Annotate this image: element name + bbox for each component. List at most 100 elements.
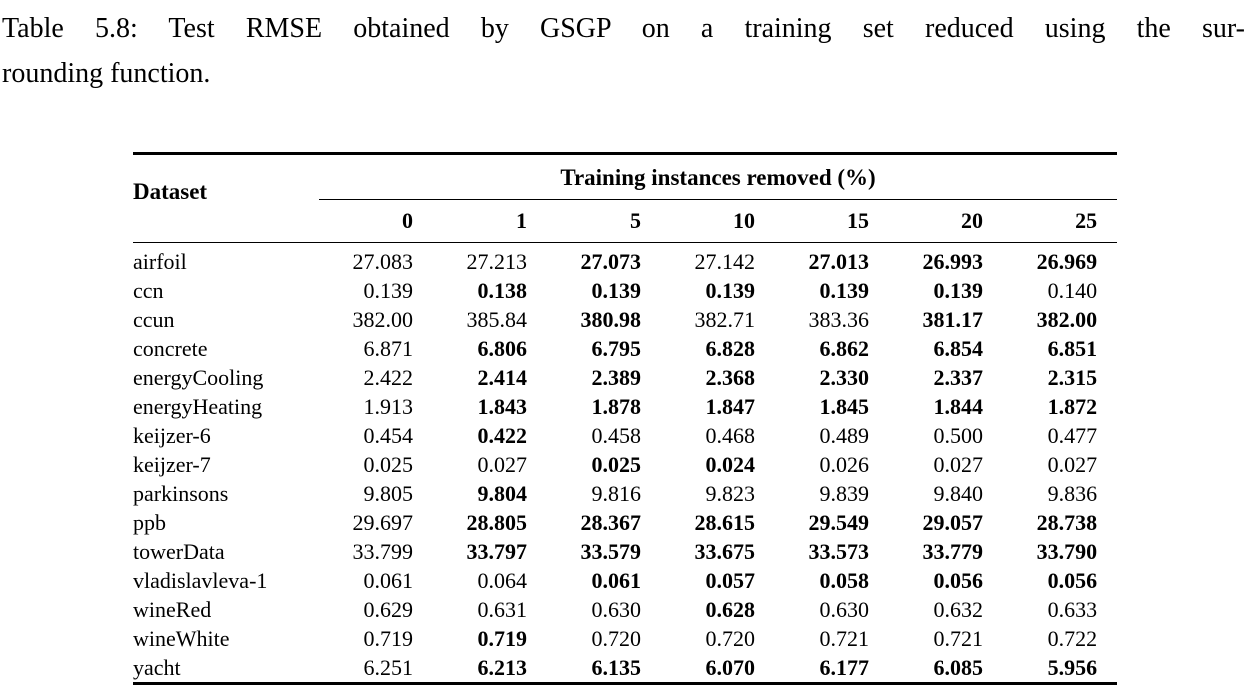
table-row: airfoil 27.083 27.213 27.073 27.142 27.013 26…	[133, 243, 1117, 277]
rmse-value: 2.414	[477, 364, 528, 390]
dataset-name: towerData	[133, 538, 225, 564]
table-row: energyCooling 2.422 2.414 2.389 2.368 2.330 2…	[133, 363, 1117, 392]
rmse-value: 0.477	[1047, 422, 1098, 448]
rmse-value: 28.367	[580, 509, 642, 535]
rmse-value: 6.806	[477, 335, 528, 361]
dataset-name: concrete	[133, 335, 208, 361]
rmse-value: 6.135	[591, 654, 642, 680]
rmse-value: 0.139	[819, 277, 870, 303]
percentage-header-row: 0 1 5 10 15 20 25	[133, 199, 1118, 243]
rmse-value: 0.024	[705, 451, 756, 477]
rmse-value: 385.84	[466, 306, 528, 332]
table-row: keijzer-7 0.025 0.027 0.025 0.024 0.026 0.027…	[133, 450, 1117, 479]
rmse-value: 1.847	[705, 393, 756, 419]
rmse-value: 27.142	[694, 248, 756, 274]
table-row: concrete 6.871 6.806 6.795 6.828 6.862 6.854 6…	[133, 334, 1117, 363]
dataset-name: wineRed	[133, 596, 212, 622]
rmse-value: 0.633	[1047, 596, 1098, 622]
rmse-value: 0.721	[819, 625, 870, 651]
col-header-10: 10	[661, 199, 775, 243]
rmse-value: 0.025	[363, 451, 414, 477]
caption-line-1: Table 5.8: Test RMSE obtained by GSGP on…	[2, 13, 1245, 44]
col-header-1: 1	[433, 199, 547, 243]
rmse-value: 26.969	[1036, 248, 1098, 274]
rmse-value: 9.840	[933, 480, 984, 506]
dataset-name: ccn	[133, 277, 164, 303]
table-row: parkinsons 9.805 9.804 9.816 9.823 9.839 9.84…	[133, 479, 1117, 508]
rmse-value: 6.085	[933, 654, 984, 680]
rmse-value: 27.213	[466, 248, 528, 274]
rmse-value: 29.697	[352, 509, 414, 535]
group-header-row: Dataset Training instances removed (%)	[133, 153, 1118, 243]
rmse-value: 29.057	[922, 509, 984, 535]
rmse-value: 29.549	[808, 509, 870, 535]
rmse-value: 1.878	[591, 393, 642, 419]
rmse-value: 2.315	[1047, 364, 1098, 390]
rmse-value: 0.026	[819, 451, 870, 477]
table-row: ppb 29.697 28.805 28.367 28.615 29.549 29.057…	[133, 508, 1117, 537]
table-row: towerData 33.799 33.797 33.579 33.675 33.573…	[133, 537, 1117, 566]
rmse-value: 0.500	[933, 422, 984, 448]
rmse-value: 6.854	[933, 335, 984, 361]
rmse-value: 0.719	[477, 625, 528, 651]
rmse-value: 0.056	[933, 567, 984, 593]
rmse-value: 0.027	[1047, 451, 1098, 477]
rmse-value: 6.213	[477, 654, 528, 680]
rmse-value: 0.458	[591, 422, 642, 448]
rmse-value: 0.489	[819, 422, 870, 448]
rmse-value: 0.056	[1047, 567, 1098, 593]
rmse-value: 1.844	[933, 393, 984, 419]
rmse-value: 6.795	[591, 335, 642, 361]
rmse-value: 0.027	[933, 451, 984, 477]
rmse-value: 0.632	[933, 596, 984, 622]
rmse-value: 6.177	[819, 654, 870, 680]
rmse-value: 33.790	[1036, 538, 1098, 564]
rmse-value: 9.836	[1047, 480, 1098, 506]
rmse-value: 383.36	[808, 306, 870, 332]
table-body: airfoil 27.083 27.213 27.073 27.142 27.013 26…	[133, 243, 1117, 684]
dataset-column-header: Dataset	[133, 153, 319, 243]
rmse-value: 0.454	[363, 422, 414, 448]
table-row: vladislavleva-1 0.061 0.064 0.061 0.057 0.05…	[133, 566, 1117, 595]
rmse-value: 9.823	[705, 480, 756, 506]
rmse-results-table: Dataset Training instances removed (%) 0…	[133, 152, 1118, 685]
dataset-name: parkinsons	[133, 480, 229, 506]
col-header-5: 5	[547, 199, 661, 243]
rmse-value: 9.839	[819, 480, 870, 506]
rmse-value: 0.139	[933, 277, 984, 303]
dataset-name: keijzer-6	[133, 422, 211, 448]
col-header-15: 15	[775, 199, 889, 243]
rmse-value: 382.00	[1036, 306, 1098, 332]
rmse-value: 0.722	[1047, 625, 1098, 651]
rmse-value: 26.993	[922, 248, 984, 274]
rmse-value: 0.719	[363, 625, 414, 651]
rmse-value: 0.630	[819, 596, 870, 622]
rmse-value: 0.027	[477, 451, 528, 477]
caption-line-2: rounding function.	[2, 58, 211, 89]
rmse-value: 0.140	[1047, 277, 1098, 303]
rmse-value: 382.00	[352, 306, 414, 332]
rmse-value: 0.139	[591, 277, 642, 303]
training-removed-group-header: Training instances removed (%)	[319, 153, 1118, 200]
rmse-value: 6.851	[1047, 335, 1098, 361]
rmse-value: 381.17	[922, 306, 984, 332]
rmse-value: 28.738	[1036, 509, 1098, 535]
table-caption: Table 5.8: Test RMSE obtained by GSGP on…	[2, 6, 1245, 96]
dataset-name: wineWhite	[133, 625, 230, 651]
rmse-value: 33.579	[580, 538, 642, 564]
rmse-value: 0.422	[477, 422, 528, 448]
rmse-value: 0.631	[477, 596, 528, 622]
rmse-value: 0.057	[705, 567, 756, 593]
rmse-value: 33.799	[352, 538, 414, 564]
rmse-value: 33.573	[808, 538, 870, 564]
rmse-value: 27.013	[808, 248, 870, 274]
col-header-0: 0	[319, 199, 433, 243]
rmse-value: 1.872	[1047, 393, 1098, 419]
rmse-value: 6.251	[363, 654, 414, 680]
rmse-value: 0.061	[363, 567, 414, 593]
rmse-value: 5.956	[1047, 654, 1098, 680]
dataset-name: ppb	[133, 509, 166, 535]
rmse-value: 33.797	[466, 538, 528, 564]
rmse-value: 1.843	[477, 393, 528, 419]
rmse-value: 0.139	[363, 277, 414, 303]
